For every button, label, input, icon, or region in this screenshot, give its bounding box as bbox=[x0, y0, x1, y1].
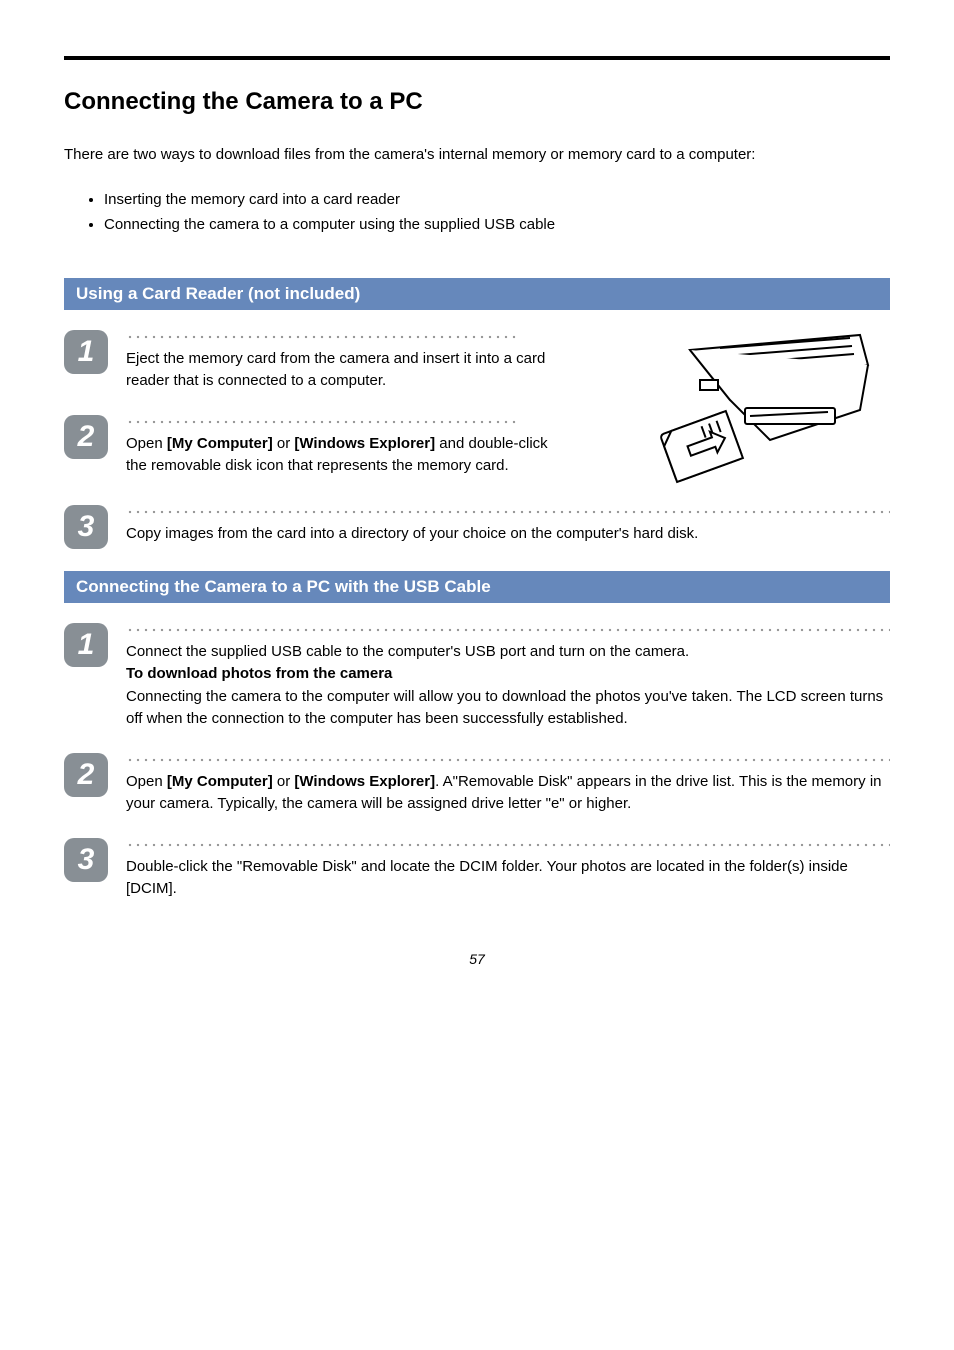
s1-step2: 2 Open [My Computer] or [Windows Explore… bbox=[64, 415, 570, 478]
step-number-2: 2 bbox=[64, 415, 108, 459]
top-rule bbox=[64, 56, 890, 60]
s2-step3: 3 Double-click the "Removable Disk" and … bbox=[64, 838, 890, 901]
section-bar-card-reader: Using a Card Reader (not included) bbox=[64, 278, 890, 310]
s1-step1: 1 Eject the memory card from the camera … bbox=[64, 330, 570, 393]
s2-step3-text: Double-click the "Removable Disk" and lo… bbox=[126, 856, 890, 901]
section-bar-usb-cable: Connecting the Camera to a PC with the U… bbox=[64, 571, 890, 603]
step-number-1: 1 bbox=[64, 330, 108, 374]
dotted-separator bbox=[126, 415, 516, 425]
s2-step2: 2 Open [My Computer] or [Windows Explore… bbox=[64, 753, 890, 816]
s1-step1-text: Eject the memory card from the camera an… bbox=[126, 348, 570, 393]
intro-text: There are two ways to download files fro… bbox=[64, 144, 890, 167]
method-item-1: Inserting the memory card into a card re… bbox=[104, 187, 890, 213]
dotted-separator bbox=[126, 838, 890, 848]
s1-step3-text: Copy images from the card into a directo… bbox=[126, 523, 890, 546]
dotted-separator bbox=[126, 753, 890, 763]
step-number-1: 1 bbox=[64, 623, 108, 667]
step-number-2: 2 bbox=[64, 753, 108, 797]
dotted-separator bbox=[126, 623, 890, 633]
s2-step1-text: Connect the supplied USB cable to the co… bbox=[126, 641, 890, 731]
page-number: 57 bbox=[64, 951, 890, 967]
s2-step2-text: Open [My Computer] or [Windows Explorer]… bbox=[126, 771, 890, 816]
methods-list: Inserting the memory card into a card re… bbox=[104, 187, 890, 238]
card-reader-svg bbox=[600, 330, 870, 500]
method-item-2: Connecting the camera to a computer usin… bbox=[104, 212, 890, 238]
page-title: Connecting the Camera to a PC bbox=[64, 88, 890, 116]
step-number-3: 3 bbox=[64, 838, 108, 882]
s1-step3: 3 Copy images from the card into a direc… bbox=[64, 505, 890, 549]
s1-step2-text: Open [My Computer] or [Windows Explorer]… bbox=[126, 433, 570, 478]
dotted-separator bbox=[126, 330, 516, 340]
dotted-separator bbox=[126, 505, 890, 515]
card-reader-illustration bbox=[600, 330, 890, 505]
step-number-3: 3 bbox=[64, 505, 108, 549]
s2-step1: 1 Connect the supplied USB cable to the … bbox=[64, 623, 890, 731]
